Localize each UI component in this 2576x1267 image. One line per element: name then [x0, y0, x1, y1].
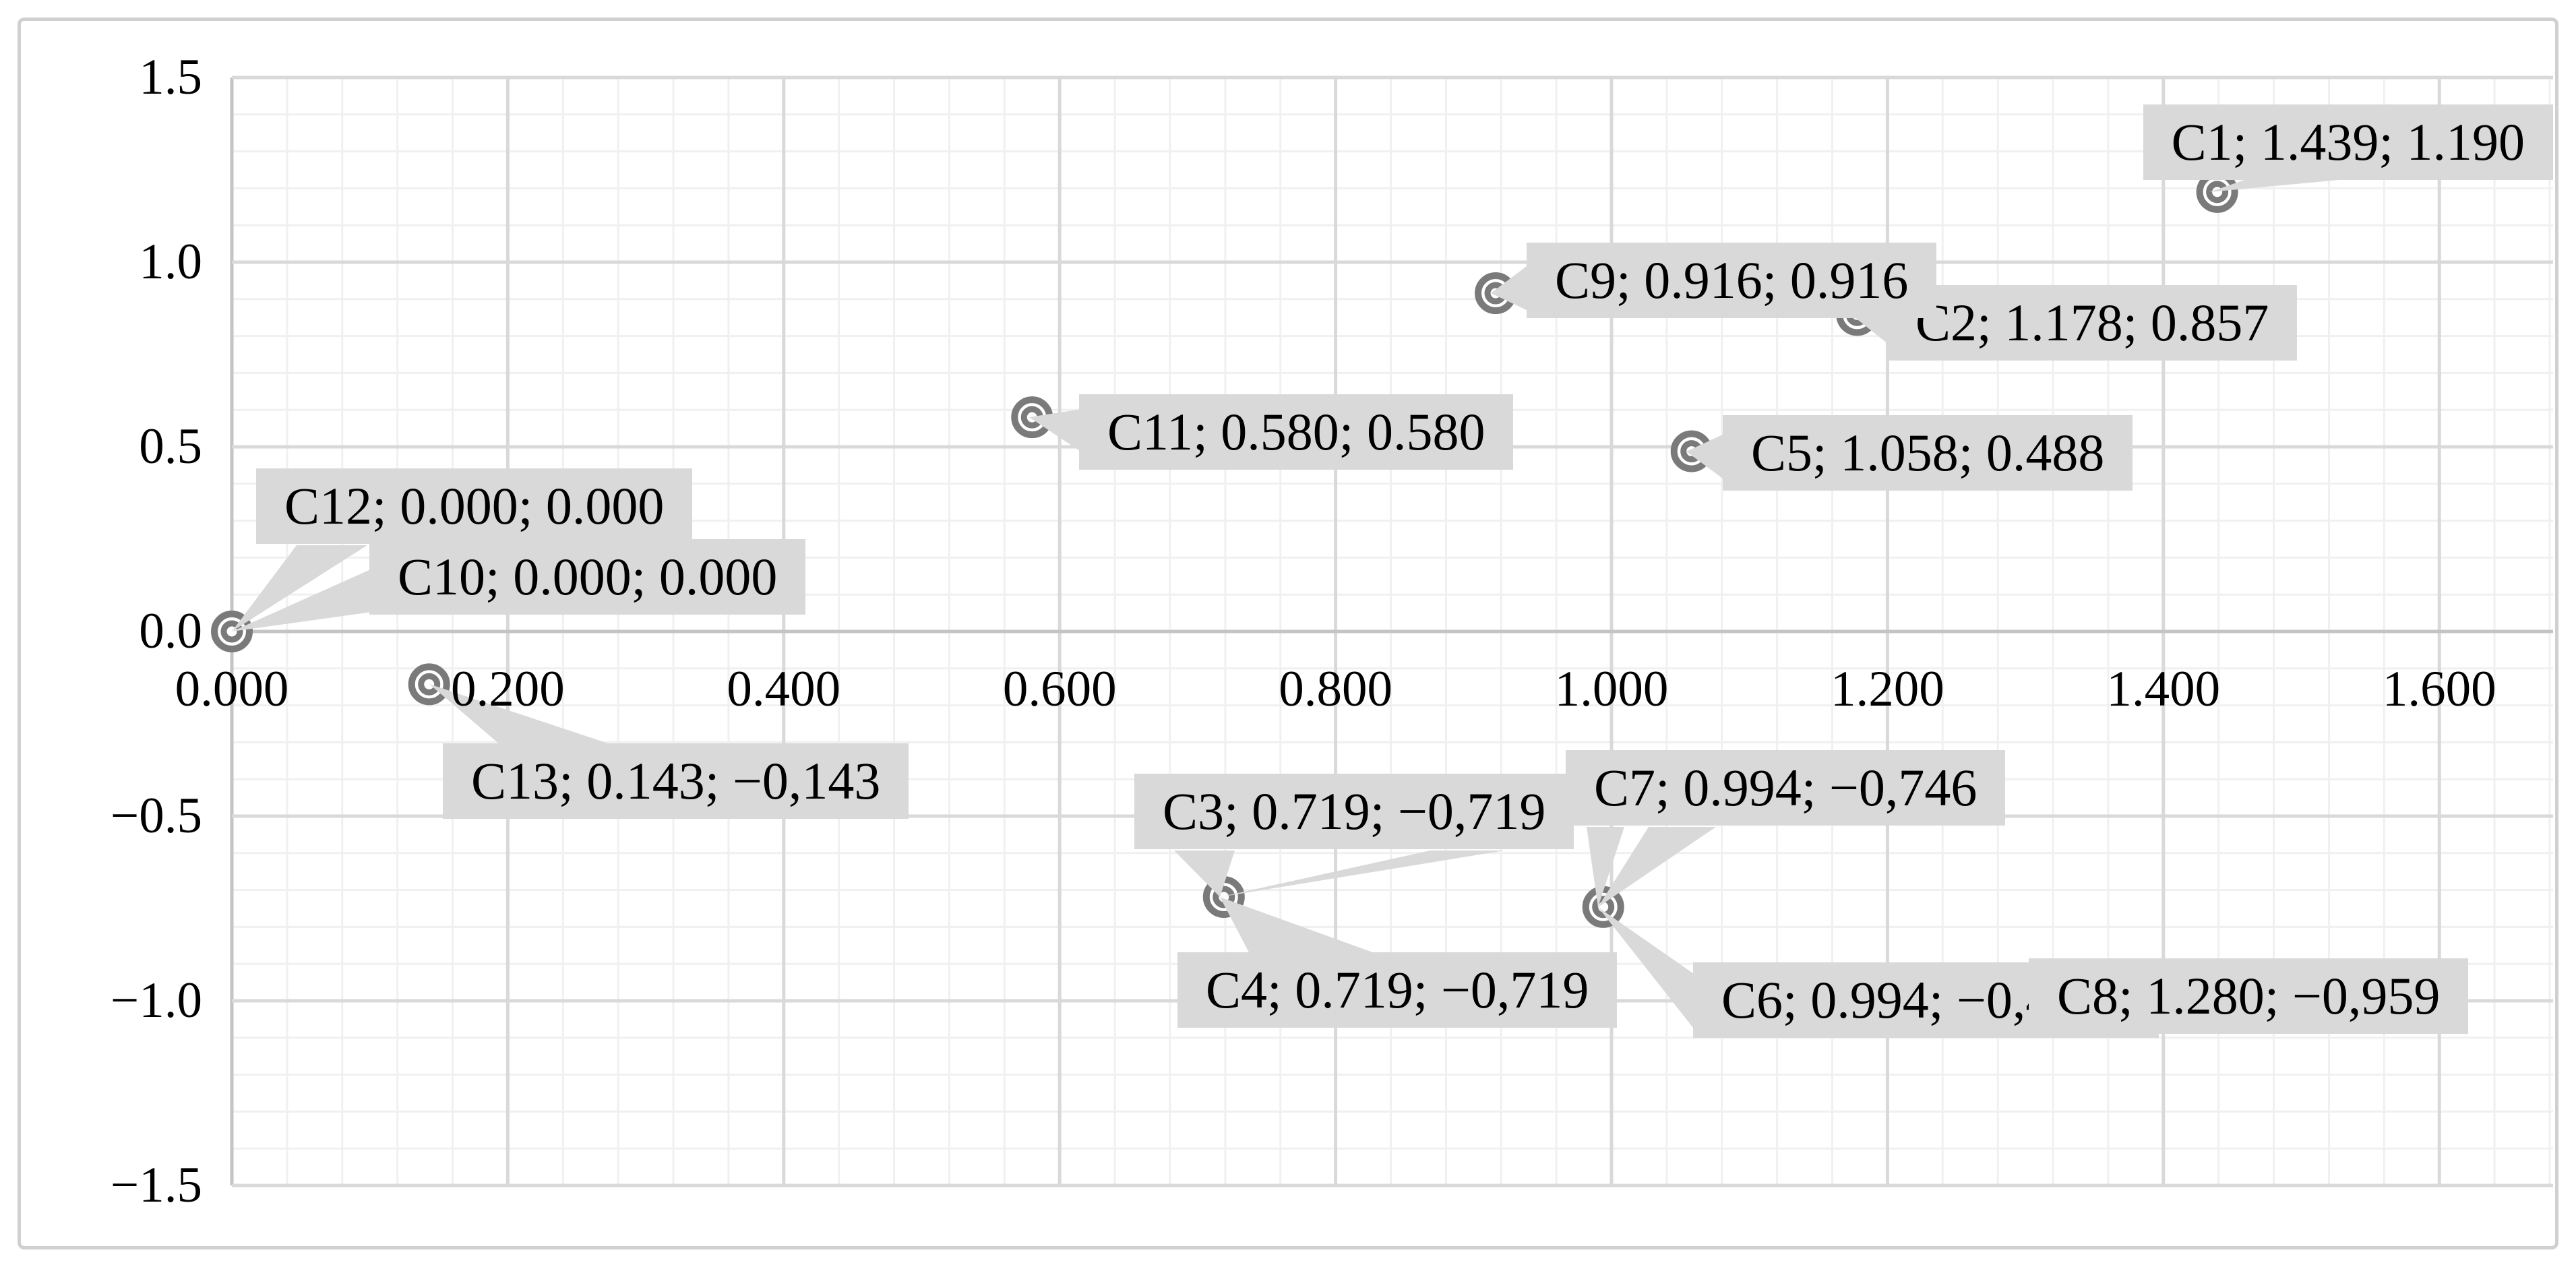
- leader-wedge-c10: [232, 569, 372, 631]
- x-axis-tick-label: 0.800: [1279, 661, 1392, 717]
- x-axis-tick-label: 1.600: [2382, 661, 2496, 717]
- callout-leader-lines: [232, 180, 2339, 1031]
- data-label-c3: C3; 0.719; −0,719: [1134, 774, 1574, 849]
- leader-wedge-c13: [429, 684, 612, 745]
- leader-wedge-c9: [1491, 264, 1529, 311]
- data-label-c2: C2; 1.178; 0.857: [1887, 285, 2298, 361]
- x-axis-tick-label: 0.000: [175, 661, 289, 717]
- y-axis-tick-label: 0.0: [139, 603, 202, 659]
- data-point-marker-c13: [408, 663, 450, 706]
- leader-wedge-c12: [232, 545, 367, 631]
- data-label-c4: C4; 0.719; −0,719: [1177, 952, 1618, 1028]
- y-axis-tick-label: −1.0: [110, 972, 202, 1028]
- data-label-c13: C13; 0.143; −0,143: [443, 743, 909, 819]
- leader-wedge-c7: [1587, 827, 1624, 907]
- x-axis-tick-label: 0.600: [1002, 661, 1117, 717]
- x-axis-tick-label: 1.400: [2106, 661, 2221, 717]
- leader-wedge-c6: [1598, 907, 1696, 1031]
- x-axis-tick-label: 1.200: [1831, 661, 1944, 717]
- y-axis-tick-label: −0.5: [110, 788, 202, 844]
- data-label-c9: C9; 0.916; 0.916: [1527, 243, 1937, 318]
- data-label-c11: C11; 0.580; 0.580: [1079, 394, 1514, 470]
- leader-wedge-c1: [2209, 180, 2339, 192]
- data-label-c12: C12; 0.000; 0.000: [256, 468, 693, 544]
- y-axis-tick-label: 1.5: [139, 49, 202, 105]
- leader-wedge-c11: [1029, 409, 1082, 452]
- data-label-c8: C8; 1.280; −0,959: [2029, 958, 2469, 1034]
- y-axis-tick-label: 1.0: [139, 234, 202, 290]
- x-axis-tick-label: 1.000: [1554, 661, 1669, 717]
- y-axis-tick-label: −1.5: [110, 1157, 202, 1213]
- data-label-c1: C1; 1.439; 1.190: [2143, 104, 2553, 180]
- figure-border: [18, 18, 2558, 1249]
- x-axis-tick-label: 0.200: [451, 661, 565, 717]
- leader-wedge-c3: [1174, 851, 1235, 897]
- y-axis-tick-label: 0.5: [139, 419, 202, 474]
- leader-wedge-c4: [1220, 897, 1376, 954]
- leader-wedge-c5: [1686, 433, 1725, 481]
- data-label-c10: C10; 0.000; 0.000: [369, 539, 806, 615]
- data-label-c7: C7; 0.994; −0,746: [1566, 750, 2006, 826]
- leader-wedge-c3: [1220, 851, 1504, 897]
- x-axis-tick-label: 0.400: [727, 661, 841, 717]
- data-label-c5: C5; 1.058; 0.488: [1723, 415, 2133, 491]
- leader-wedge-c7: [1598, 827, 1716, 907]
